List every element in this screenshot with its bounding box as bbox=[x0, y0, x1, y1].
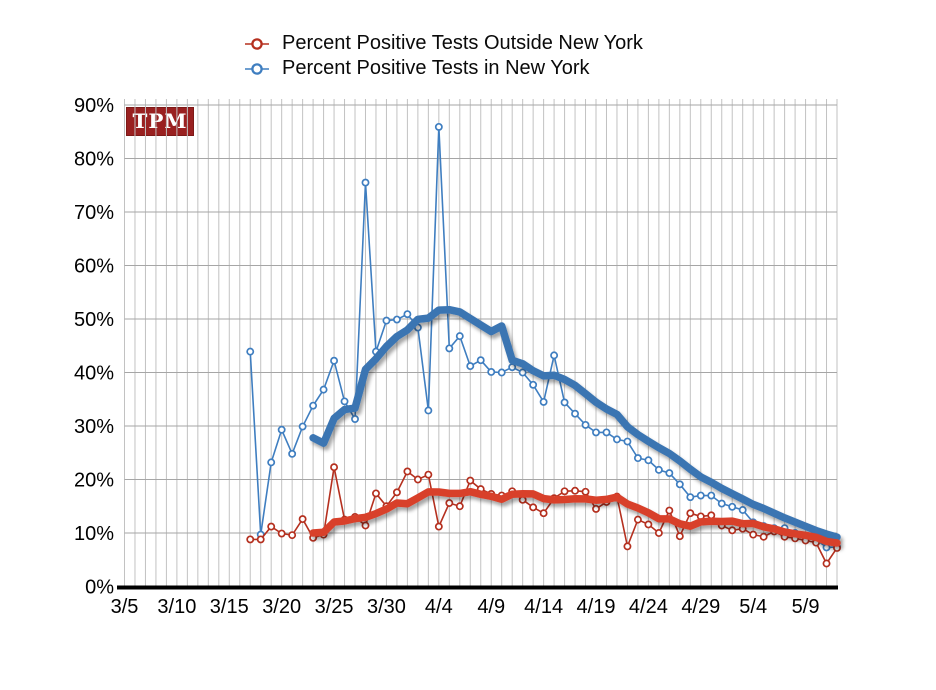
chart-legend: Percent Positive Tests Outside New York … bbox=[244, 31, 643, 81]
svg-text:30%: 30% bbox=[74, 416, 114, 438]
series-new-york-trend-line bbox=[309, 305, 841, 541]
svg-text:3/30: 3/30 bbox=[367, 596, 406, 618]
svg-text:3/5: 3/5 bbox=[111, 596, 139, 618]
svg-text:4/4: 4/4 bbox=[425, 596, 453, 618]
svg-text:40%: 40% bbox=[74, 363, 114, 385]
gridlines bbox=[124, 99, 838, 587]
svg-text:4/29: 4/29 bbox=[681, 596, 720, 618]
svg-text:0%: 0% bbox=[85, 577, 114, 599]
svg-text:5/9: 5/9 bbox=[792, 596, 820, 618]
svg-text:20%: 20% bbox=[74, 470, 114, 492]
blue-open-circle-marker-icon bbox=[245, 62, 269, 75]
svg-text:4/24: 4/24 bbox=[629, 596, 668, 618]
x-axis-labels: 3/5 3/10 3/15 3/20 3/25 3/30 4/4 4/9 4/14 4/19 4/2… bbox=[111, 596, 820, 618]
y-axis-labels: 0% 10% 20% 30% 40% 50% 60% 70% 80% 90% bbox=[74, 95, 114, 599]
svg-text:3/25: 3/25 bbox=[315, 596, 354, 618]
legend-item-outside-new-york: Percent Positive Tests Outside New York bbox=[244, 31, 643, 56]
svg-text:3/10: 3/10 bbox=[157, 596, 196, 618]
svg-text:5/4: 5/4 bbox=[739, 596, 767, 618]
svg-text:70%: 70% bbox=[74, 202, 114, 224]
svg-text:3/15: 3/15 bbox=[210, 596, 249, 618]
series-outside-new-york-trend-line bbox=[309, 487, 841, 547]
tpm-logo: TPM bbox=[126, 107, 194, 136]
legend-item-new-york: Percent Positive Tests in New York bbox=[244, 56, 643, 81]
svg-text:3/20: 3/20 bbox=[262, 596, 301, 618]
svg-text:60%: 60% bbox=[74, 256, 114, 278]
legend-label-new-york: Percent Positive Tests in New York bbox=[282, 57, 590, 79]
svg-text:80%: 80% bbox=[74, 149, 114, 171]
legend-label-outside-new-york: Percent Positive Tests Outside New York bbox=[282, 32, 643, 54]
svg-text:4/19: 4/19 bbox=[577, 596, 616, 618]
svg-text:10%: 10% bbox=[74, 523, 114, 545]
svg-text:90%: 90% bbox=[74, 95, 114, 117]
svg-text:4/14: 4/14 bbox=[524, 596, 563, 618]
svg-text:4/9: 4/9 bbox=[477, 596, 505, 618]
svg-text:50%: 50% bbox=[74, 309, 114, 331]
red-open-circle-marker-icon bbox=[245, 37, 269, 50]
